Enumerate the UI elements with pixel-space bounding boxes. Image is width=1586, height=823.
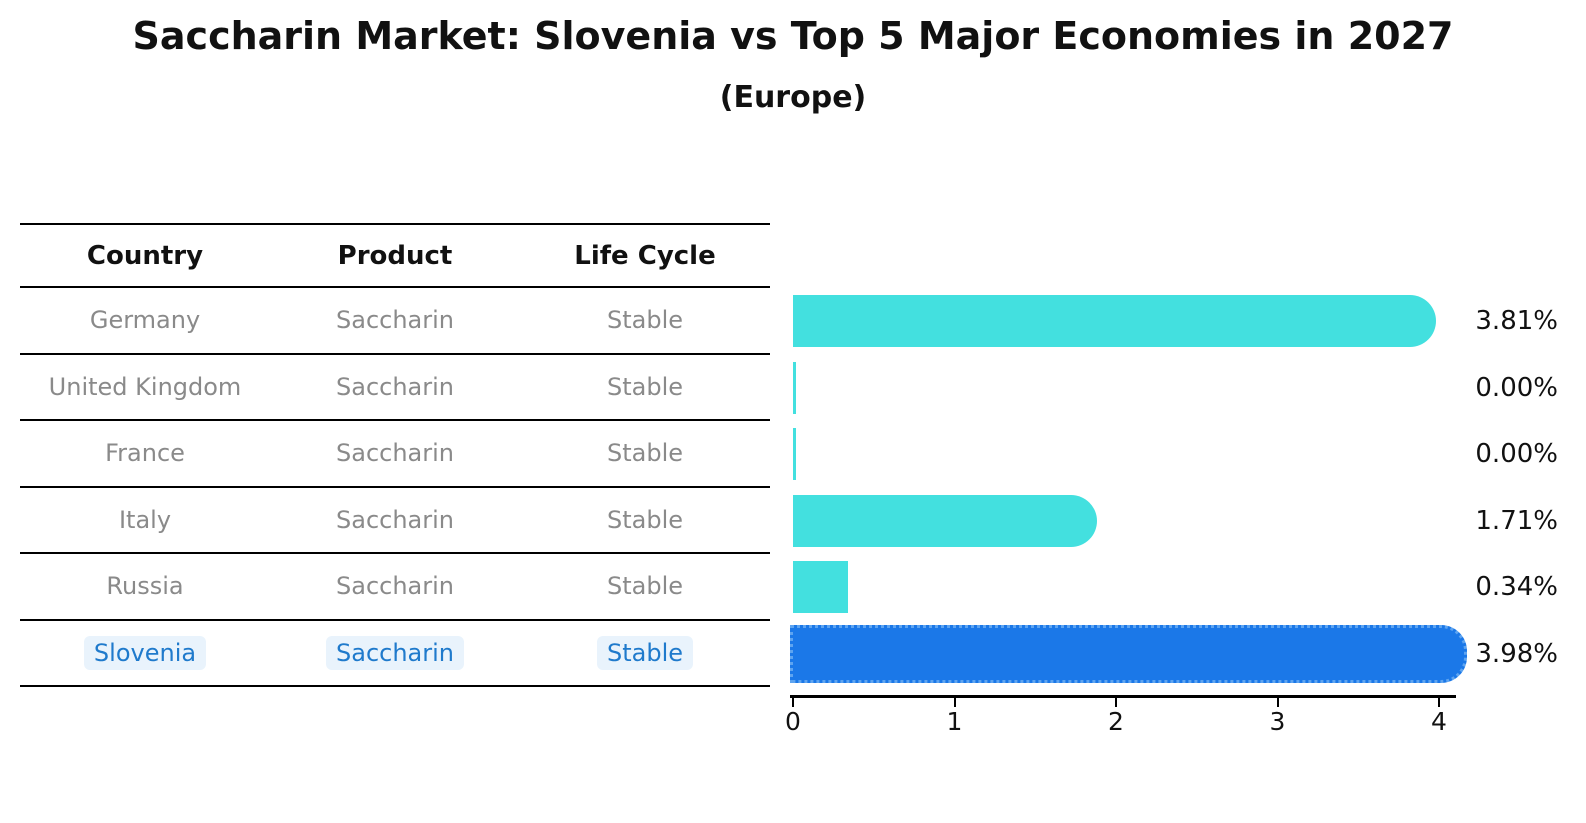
cell-country: Italy: [20, 506, 270, 534]
bar-slovenia: [790, 624, 1467, 683]
value-label-slovenia: 3.98%: [1475, 638, 1558, 669]
cell-text: Germany: [89, 306, 201, 335]
cell-product: Saccharin: [270, 439, 520, 467]
cell-life_cycle: Stable: [520, 306, 770, 334]
table-body: Germany Saccharin Stable United Kingdom Sacc…: [20, 288, 770, 687]
cell-life_cycle: Stable: [520, 506, 770, 534]
table-row-slovenia: Slovenia Saccharin Stable: [20, 621, 770, 687]
table-row-germany: Germany Saccharin Stable: [20, 288, 770, 355]
page-subtitle: (Europe): [719, 80, 867, 115]
bar-russia: [793, 561, 848, 613]
data-table: Country Product Life Cycle Germany Saccha…: [20, 223, 770, 687]
cell-text: Italy: [118, 505, 172, 534]
cell-country: Slovenia: [20, 635, 270, 670]
page-title: Saccharin Market: Slovenia vs Top 5 Majo…: [132, 14, 1454, 58]
x-axis-tick-1: [953, 698, 956, 707]
table-row-france: France Saccharin Stable: [20, 421, 770, 488]
cell-text: Saccharin: [336, 306, 454, 335]
x-axis-ticklabel-2: 2: [1108, 707, 1124, 736]
cell-country: United Kingdom: [20, 373, 270, 401]
cell-text: Stable: [606, 505, 684, 534]
x-axis-tick-4: [1438, 698, 1440, 707]
x-axis-tick-0: [792, 698, 794, 707]
bar-italy: [793, 494, 1097, 547]
column-header-country: Country: [86, 240, 204, 271]
cell-product: Saccharin: [270, 506, 520, 534]
value-label-germany: 3.81%: [1475, 306, 1558, 336]
column-header-lifecycle: Life Cycle: [574, 240, 716, 271]
cell-life_cycle: Stable: [520, 439, 770, 467]
cell-text: Stable: [606, 439, 684, 468]
x-axis-tick-3: [1276, 698, 1279, 707]
cell-product: Saccharin: [270, 572, 520, 600]
cell-text: Stable: [606, 372, 684, 401]
x-axis-ticklabel-0: 0: [785, 707, 801, 736]
bar-germany: [793, 295, 1436, 347]
cell-text: Saccharin: [336, 439, 454, 468]
cell-text: Saccharin: [336, 505, 454, 534]
cell-text: Slovenia: [83, 635, 207, 670]
cell-text: United Kingdom: [48, 372, 242, 401]
cell-text: Russia: [106, 572, 184, 601]
cell-country: Germany: [20, 306, 270, 334]
cell-product: Saccharin: [270, 373, 520, 401]
value-label-russia: 0.34%: [1475, 572, 1558, 602]
cell-country: France: [20, 439, 270, 467]
cell-text: Stable: [596, 635, 694, 670]
x-axis-ticklabel-4: 4: [1431, 707, 1447, 736]
cell-life_cycle: Stable: [520, 572, 770, 600]
table-row-italy: Italy Saccharin Stable: [20, 488, 770, 554]
x-axis-ticklabel-1: 1: [946, 707, 963, 736]
cell-life_cycle: Stable: [520, 635, 770, 670]
cell-text: Saccharin: [336, 572, 454, 601]
cell-text: Saccharin: [326, 635, 464, 670]
table-row-united-kingdom: United Kingdom Saccharin Stable: [20, 355, 770, 421]
table-row-russia: Russia Saccharin Stable: [20, 554, 770, 621]
cell-country: Russia: [20, 572, 270, 600]
value-label-united-kingdom: 0.00%: [1475, 372, 1558, 403]
bar-united-kingdom: [793, 361, 796, 414]
cell-text: Stable: [606, 306, 684, 335]
x-axis-tick-2: [1115, 698, 1117, 707]
cell-text: Stable: [606, 572, 684, 601]
value-label-italy: 1.71%: [1475, 505, 1558, 536]
cell-life_cycle: Stable: [520, 373, 770, 401]
cell-product: Saccharin: [270, 306, 520, 334]
value-label-france: 0.00%: [1475, 439, 1558, 469]
x-axis-ticklabel-3: 3: [1269, 707, 1286, 736]
cell-text: Saccharin: [336, 372, 454, 401]
bar-france: [793, 428, 796, 480]
cell-text: France: [105, 439, 185, 468]
column-header-product: Product: [337, 240, 453, 271]
cell-product: Saccharin: [270, 635, 520, 670]
table-header-row: Country Product Life Cycle: [20, 223, 770, 288]
x-axis-line: [790, 695, 1456, 698]
